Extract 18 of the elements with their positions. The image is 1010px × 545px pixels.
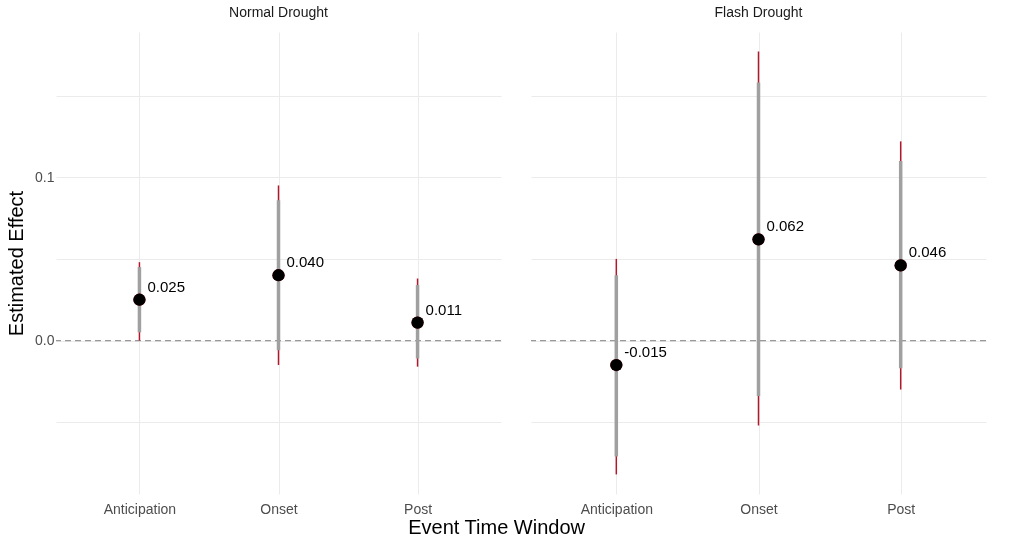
chart-title: Flash Drought (714, 4, 803, 20)
x-tick-label: Onset (260, 500, 298, 517)
x-tick-label: Post (404, 500, 433, 517)
y-tick-label: 0.0 (35, 332, 55, 349)
data-label: 0.046 (908, 243, 947, 261)
y-axis-title: Estimated Effect (5, 190, 28, 337)
data-label: 0.025 (147, 277, 185, 295)
x-tick-label: Post (887, 500, 916, 517)
x-axis-title: Event Time Window (408, 516, 586, 538)
data-label: 0.011 (425, 300, 462, 318)
x-tick-label: Anticipation (103, 500, 177, 517)
data-label: 0.040 (286, 253, 325, 271)
x-tick-label: Anticipation (580, 500, 654, 517)
y-tick-label: 0.1 (35, 168, 55, 185)
x-tick-label: Onset (740, 500, 778, 517)
chart-title: Normal Drought (229, 4, 329, 20)
data-label: -0.015 (624, 343, 667, 361)
data-label: 0.062 (766, 217, 805, 235)
